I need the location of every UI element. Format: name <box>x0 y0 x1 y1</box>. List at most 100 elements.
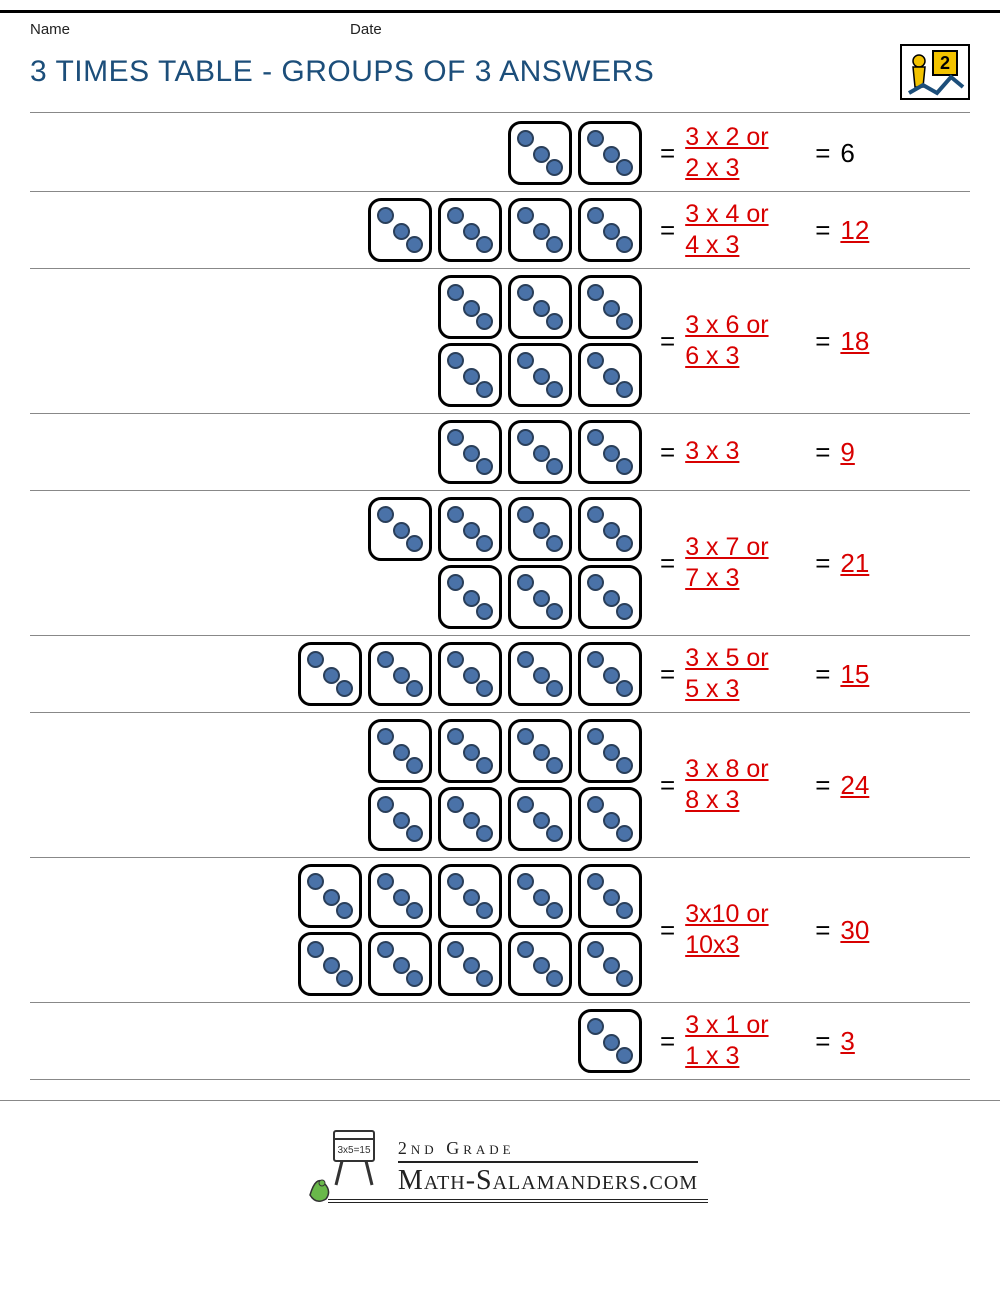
rule <box>30 112 970 113</box>
equals-sign: = <box>805 659 840 690</box>
die-three-icon <box>578 1009 642 1073</box>
die-three-icon <box>438 932 502 996</box>
grade-number: 2 <box>940 53 950 73</box>
answer-value: 24 <box>840 770 895 801</box>
equals-sign: = <box>805 915 840 946</box>
problem-row: =3 x 3=9 <box>30 414 970 491</box>
die-three-icon <box>368 642 432 706</box>
die-three-icon <box>578 420 642 484</box>
die-three-icon <box>578 565 642 629</box>
die-three-icon <box>508 343 572 407</box>
equals-sign: = <box>650 770 685 801</box>
die-three-icon <box>578 787 642 851</box>
die-three-icon <box>508 719 572 783</box>
die-three-icon <box>438 497 502 561</box>
die-three-icon <box>508 642 572 706</box>
expression: 3 x 3 <box>685 436 805 467</box>
die-three-icon <box>438 343 502 407</box>
equals-sign: = <box>805 138 840 169</box>
worksheet-page: Name Date 3 TIMES TABLE - GROUPS OF 3 AN… <box>0 10 1000 1101</box>
expression: 3 x 7 or7 x 3 <box>685 532 805 595</box>
die-three-icon <box>298 864 362 928</box>
problem-row: =3 x 1 or1 x 3=3 <box>30 1003 970 1080</box>
problem-row: =3 x 2 or2 x 3=6 <box>30 115 970 192</box>
die-three-icon <box>578 198 642 262</box>
answer-value: 6 <box>840 138 895 169</box>
die-three-icon <box>368 198 432 262</box>
die-three-icon <box>438 565 502 629</box>
footer-text: 2nd Grade Math-Salamanders.com <box>398 1138 698 1197</box>
die-three-icon <box>368 787 432 851</box>
die-three-icon <box>578 932 642 996</box>
equals-sign: = <box>805 548 840 579</box>
expression: 3 x 6 or6 x 3 <box>685 310 805 373</box>
salamander-logo-icon: 3x5=15 <box>302 1125 382 1210</box>
equals-sign: = <box>805 1026 840 1057</box>
die-three-icon <box>578 642 642 706</box>
date-label: Date <box>350 21 382 38</box>
die-three-icon <box>438 420 502 484</box>
problem-row: =3 x 8 or8 x 3=24 <box>30 713 970 858</box>
page-title: 3 TIMES TABLE - GROUPS OF 3 ANSWERS <box>30 55 654 89</box>
die-three-icon <box>508 787 572 851</box>
dice-area <box>30 864 650 996</box>
answer-value: 18 <box>840 326 895 357</box>
die-three-icon <box>298 932 362 996</box>
die-three-icon <box>368 932 432 996</box>
answer-value: 30 <box>840 915 895 946</box>
header-row: Name Date <box>30 21 970 38</box>
equals-sign: = <box>805 770 840 801</box>
equals-sign: = <box>650 437 685 468</box>
problem-row: =3 x 5 or5 x 3=15 <box>30 636 970 713</box>
equals-sign: = <box>650 915 685 946</box>
equals-sign: = <box>650 548 685 579</box>
die-three-icon <box>578 121 642 185</box>
expression: 3 x 2 or2 x 3 <box>685 122 805 185</box>
problem-row: =3 x 6 or6 x 3=18 <box>30 269 970 414</box>
answer-value: 3 <box>840 1026 895 1057</box>
title-row: 3 TIMES TABLE - GROUPS OF 3 ANSWERS 2 <box>30 44 970 100</box>
name-label: Name <box>30 21 70 38</box>
svg-text:3x5=15: 3x5=15 <box>337 1145 371 1156</box>
expression: 3 x 8 or8 x 3 <box>685 754 805 817</box>
dice-area <box>30 497 650 629</box>
die-three-icon <box>508 497 572 561</box>
die-three-icon <box>508 932 572 996</box>
dice-area <box>30 275 650 407</box>
die-three-icon <box>438 719 502 783</box>
equals-sign: = <box>805 437 840 468</box>
dice-area <box>30 420 650 484</box>
expression: 3x10 or10x3 <box>685 899 805 962</box>
dice-area <box>30 719 650 851</box>
expression: 3 x 1 or1 x 3 <box>685 1010 805 1073</box>
die-three-icon <box>298 642 362 706</box>
answer-value: 15 <box>840 659 895 690</box>
equals-sign: = <box>650 215 685 246</box>
equals-sign: = <box>650 138 685 169</box>
die-three-icon <box>368 719 432 783</box>
die-three-icon <box>578 719 642 783</box>
die-three-icon <box>508 420 572 484</box>
answer-value: 9 <box>840 437 895 468</box>
dice-area <box>30 1009 650 1073</box>
grade-badge: 2 <box>900 44 970 100</box>
die-three-icon <box>578 864 642 928</box>
equals-sign: = <box>805 326 840 357</box>
footer-grade: 2nd Grade <box>398 1138 515 1159</box>
answer-value: 12 <box>840 215 895 246</box>
die-three-icon <box>368 497 432 561</box>
answer-value: 21 <box>840 548 895 579</box>
die-three-icon <box>578 343 642 407</box>
problem-row: =3 x 7 or7 x 3=21 <box>30 491 970 636</box>
footer: 3x5=15 2nd Grade Math-Salamanders.com <box>0 1101 1000 1220</box>
dice-area <box>30 198 650 262</box>
expression: 3 x 4 or4 x 3 <box>685 199 805 262</box>
dice-area <box>30 642 650 706</box>
expression: 3 x 5 or5 x 3 <box>685 643 805 706</box>
footer-url: Math-Salamanders.com <box>398 1161 698 1197</box>
die-three-icon <box>368 864 432 928</box>
die-three-icon <box>578 497 642 561</box>
die-three-icon <box>438 864 502 928</box>
problem-row: =3 x 4 or4 x 3=12 <box>30 192 970 269</box>
die-three-icon <box>508 198 572 262</box>
